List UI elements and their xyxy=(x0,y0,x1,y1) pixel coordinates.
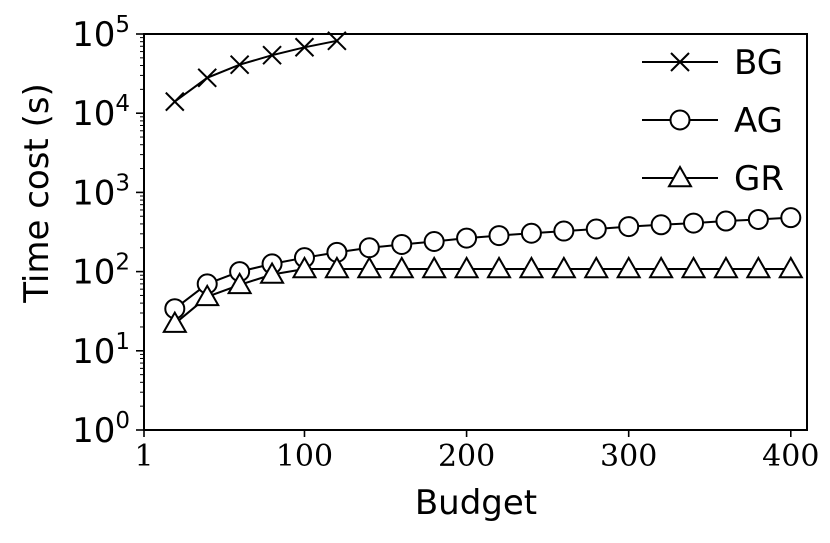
series-line-bg xyxy=(174,39,338,103)
data-point-gr xyxy=(615,255,642,279)
x-tick-label: 400 xyxy=(762,439,819,474)
plot-area xyxy=(143,31,808,431)
data-point-ag xyxy=(715,210,737,232)
y-tick-label: 105 xyxy=(72,12,130,55)
series-gr xyxy=(162,255,804,333)
data-point-gr xyxy=(486,255,512,279)
data-point-ag xyxy=(358,237,380,259)
x-tick-label: 200 xyxy=(438,439,495,474)
data-point-gr xyxy=(778,255,804,279)
legend-entry-bg: BG xyxy=(642,43,783,83)
x-tick-label: 1 xyxy=(134,439,153,474)
data-point-bg xyxy=(294,37,315,57)
data-point-gr xyxy=(421,255,447,279)
legend-entry-gr: GR xyxy=(642,159,784,199)
x-axis-label: Budget xyxy=(415,483,537,523)
data-point-ag xyxy=(423,230,445,252)
legend-label-gr: GR xyxy=(734,159,784,199)
data-point-ag xyxy=(456,227,478,249)
data-point-gr xyxy=(356,255,383,279)
y-tick-label: 102 xyxy=(72,250,130,293)
series-bg xyxy=(165,31,347,112)
data-point-ag xyxy=(488,225,510,247)
data-point-ag xyxy=(747,208,769,230)
data-point-gr xyxy=(194,283,220,307)
legend-marker-bg xyxy=(670,52,690,72)
legend-marker-gr xyxy=(667,164,693,188)
data-point-gr xyxy=(324,255,350,279)
legend: BG AG GR xyxy=(642,43,784,199)
data-point-gr xyxy=(745,255,772,279)
data-point-gr xyxy=(583,255,609,279)
data-point-ag xyxy=(780,207,802,229)
data-point-ag xyxy=(683,212,705,234)
x-tick-label: 300 xyxy=(600,439,657,474)
x-axis: 1 100 200 300 400 xyxy=(134,430,819,474)
data-point-gr xyxy=(518,255,545,279)
data-point-bg xyxy=(197,68,217,88)
plot-frame xyxy=(143,33,808,431)
data-point-ag xyxy=(553,220,575,242)
data-point-bg xyxy=(327,31,347,51)
legend-label-ag: AG xyxy=(734,101,783,141)
y-axis-label: Time cost (s) xyxy=(17,83,57,304)
legend-label-bg: BG xyxy=(734,43,783,83)
data-point-ag xyxy=(585,218,607,240)
data-point-ag xyxy=(520,222,542,244)
y-tick-label: 101 xyxy=(72,329,130,372)
data-point-ag xyxy=(391,233,413,255)
y-tick-label: 100 xyxy=(72,408,130,451)
data-point-gr xyxy=(162,310,188,333)
y-tick-label: 104 xyxy=(72,91,130,134)
x-tick-label: 100 xyxy=(276,439,333,474)
data-point-gr xyxy=(259,261,285,284)
data-point-gr xyxy=(291,255,318,279)
data-point-gr xyxy=(453,255,480,279)
data-point-gr xyxy=(389,255,415,279)
data-point-ag xyxy=(650,214,672,236)
data-point-gr xyxy=(713,255,739,279)
y-tick-label: 103 xyxy=(72,170,130,213)
series-ag xyxy=(164,207,802,320)
data-point-gr xyxy=(551,255,577,279)
data-point-ag xyxy=(618,216,640,238)
data-point-bg xyxy=(229,54,250,75)
data-point-bg xyxy=(262,45,282,65)
data-point-bg xyxy=(165,91,185,112)
data-point-gr xyxy=(648,255,674,279)
y-axis: 100 101 102 103 104 105 xyxy=(72,12,144,451)
legend-marker-ag xyxy=(669,109,691,131)
legend-entry-ag: AG xyxy=(642,101,783,141)
data-point-gr xyxy=(226,271,253,295)
data-point-gr xyxy=(680,255,707,279)
